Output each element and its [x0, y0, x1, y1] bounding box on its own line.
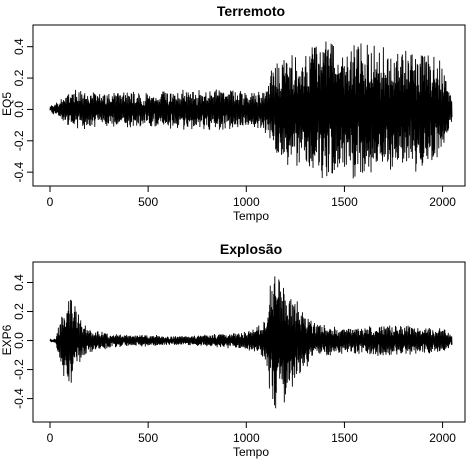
y-tick-label: 0.4 [12, 274, 26, 291]
y-axis: -0.4 -0.2 0.0 0.2 0.4 [12, 274, 34, 409]
x-axis-label: Tempo [233, 445, 269, 459]
chart-terremoto: Terremoto 0 500 1000 1500 2000 -0.4 -0.2 0.0 0.… [0, 3, 466, 223]
x-axis: 0 500 1000 1500 2000 [47, 185, 456, 209]
x-tick-label: 500 [138, 195, 158, 209]
y-tick-label: 0.2 [12, 69, 26, 86]
series-line [49, 41, 453, 179]
x-tick-label: 0 [47, 431, 54, 445]
y-tick-label: 0.4 [12, 38, 26, 55]
x-tick-label: 1500 [331, 195, 358, 209]
y-axis: -0.4 -0.2 0.0 0.2 0.4 [12, 38, 34, 183]
chart-title: Explosão [220, 241, 282, 257]
chart-title: Terremoto [217, 3, 285, 19]
y-tick-label: 0.0 [12, 101, 26, 118]
x-tick-label: 2000 [429, 195, 456, 209]
chart-explosao: Explosão 0 500 1000 1500 2000 -0.4 -0.2 0.0 0.2… [0, 241, 466, 459]
x-tick-label: 1000 [233, 431, 260, 445]
y-tick-label: 0.0 [12, 332, 26, 349]
x-tick-label: 500 [138, 431, 158, 445]
series-line [49, 276, 453, 409]
x-axis: 0 500 1000 1500 2000 [47, 421, 456, 445]
x-tick-label: 2000 [429, 431, 456, 445]
y-tick-label: -0.2 [12, 130, 26, 151]
x-tick-label: 1000 [233, 195, 260, 209]
y-tick-label: 0.2 [12, 303, 26, 320]
y-tick-label: -0.4 [12, 388, 26, 409]
x-tick-label: 0 [47, 195, 54, 209]
y-axis-label: EQ5 [0, 92, 14, 116]
x-tick-label: 1500 [331, 431, 358, 445]
x-axis-label: Tempo [233, 209, 269, 223]
y-axis-label: EXP6 [0, 324, 14, 355]
y-tick-label: -0.4 [12, 161, 26, 182]
y-tick-label: -0.2 [12, 359, 26, 380]
